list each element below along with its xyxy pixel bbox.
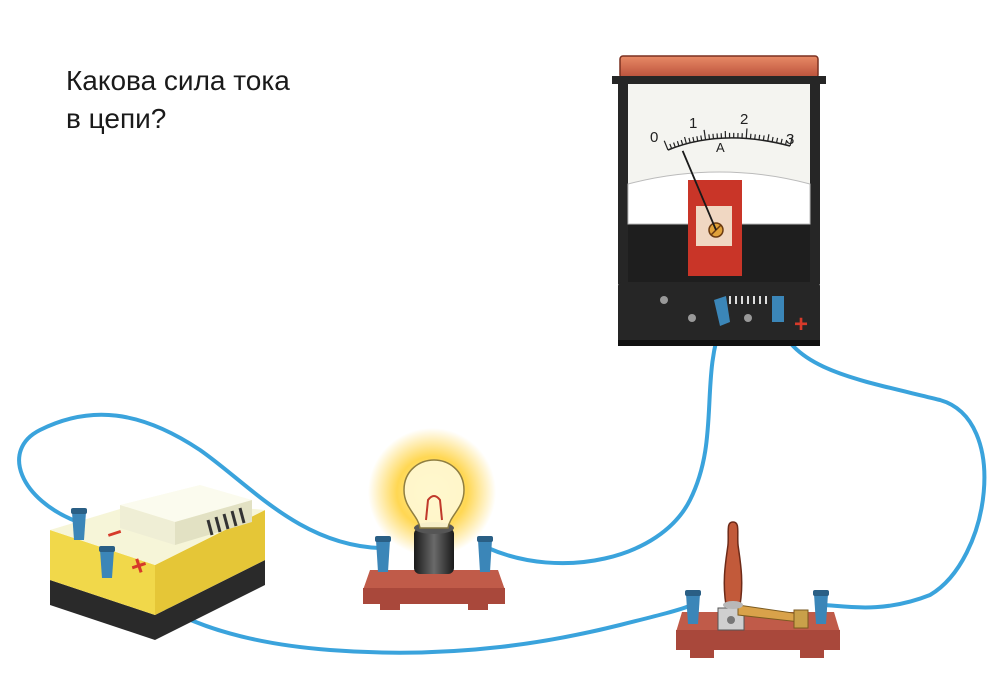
wire-ammeter-to-switch: [776, 316, 987, 610]
ammeter-tick: [762, 135, 765, 141]
switch-handle[interactable]: [723, 521, 743, 606]
switch-terminal-left[interactable]: [685, 590, 701, 624]
switch-base-front: [676, 630, 840, 650]
battery-vents: [206, 507, 246, 536]
ammeter-tick: [669, 143, 673, 149]
lamp-terminal-right[interactable]: [477, 536, 493, 572]
ammeter-needle: [681, 150, 717, 231]
lamp-filament: [425, 495, 443, 521]
ammeter-label-2: 2: [740, 111, 748, 128]
ammeter-tick: [775, 137, 779, 143]
ammeter-screw-3: [744, 314, 752, 322]
ammeter: 0 1 2 3 A: [612, 55, 826, 346]
lamp-socket: [414, 528, 454, 574]
ammeter-post-right: [810, 84, 820, 284]
wire-battery-to-bulb: [17, 412, 382, 550]
ammeter-tick: [789, 136, 794, 147]
switch: [676, 521, 840, 658]
switch-contact: [793, 609, 809, 629]
lamp-base-front: [363, 588, 505, 604]
lamp-base-foot-left: [380, 602, 400, 610]
ammeter-base-marks: [729, 296, 767, 304]
battery: − +: [50, 485, 265, 640]
ammeter-tick: [688, 137, 691, 143]
ammeter-tick: [673, 142, 676, 148]
ammeter-tick: [780, 138, 783, 144]
ammeter-tick: [767, 134, 770, 142]
ammeter-post-left: [618, 84, 628, 284]
ammeter-terminal-right[interactable]: [772, 296, 784, 322]
ammeter-tick: [700, 135, 703, 141]
ammeter-scale-ticks: [663, 128, 794, 151]
ammeter-tick: [784, 139, 788, 145]
lamp-bulb: [403, 459, 465, 529]
ammeter-tick: [712, 133, 715, 139]
battery-base: [50, 560, 265, 640]
ammeter-label-0: 0: [650, 129, 658, 146]
ammeter-label-3: 3: [786, 131, 794, 148]
ammeter-label-1: 1: [689, 115, 697, 132]
ammeter-terminal-left[interactable]: [714, 296, 730, 326]
question-text: Какова сила тока в цепи?: [66, 62, 290, 138]
lamp-base-top: [363, 570, 505, 590]
wire-bulb-to-ammeter: [486, 320, 724, 566]
ammeter-plus-sign: +: [794, 311, 808, 338]
ammeter-tick: [663, 140, 669, 151]
ammeter-tick: [696, 136, 699, 142]
ammeter-tick: [754, 134, 756, 140]
lamp-terminal-left[interactable]: [375, 536, 391, 572]
battery-block-top: [120, 485, 252, 522]
ammeter-screw-1: [660, 296, 668, 304]
battery-side: [155, 510, 265, 615]
question-line-1: Какова сила тока: [66, 65, 290, 96]
switch-terminal-right[interactable]: [813, 590, 829, 624]
lamp-base-foot-right: [468, 602, 488, 610]
lamp: [363, 428, 505, 610]
ammeter-lid: [619, 55, 819, 79]
battery-block-front: [120, 505, 175, 545]
ammeter-lid-rim: [612, 76, 826, 84]
ammeter-tick: [758, 134, 761, 140]
ammeter-tick: [703, 129, 707, 140]
ammeter-screw-2: [688, 314, 696, 322]
ammeter-tick: [676, 141, 680, 147]
question-line-2: в цепи?: [66, 103, 167, 134]
ammeter-tick: [680, 139, 684, 146]
battery-terminal-plus[interactable]: [99, 546, 115, 578]
ammeter-tick: [771, 136, 774, 143]
ammeter-tick: [745, 128, 748, 139]
ammeter-tick: [708, 134, 711, 140]
ammeter-unit: A: [716, 140, 725, 155]
battery-terminal-minus[interactable]: [71, 508, 87, 540]
ammeter-tick: [692, 136, 695, 143]
ammeter-tick: [683, 136, 687, 144]
